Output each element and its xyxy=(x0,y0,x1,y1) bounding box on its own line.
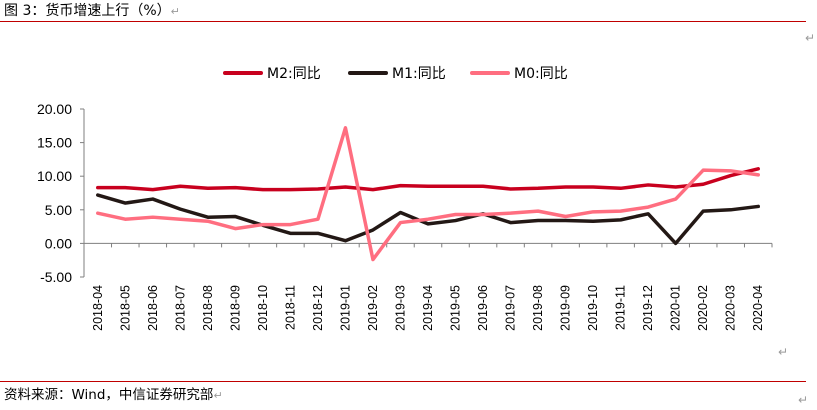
x-tick-label: 2018-12 xyxy=(311,285,325,331)
x-tick-label: 2019-12 xyxy=(641,285,655,331)
return-mark-icon: ↵ xyxy=(213,389,223,402)
y-tick-label: 0.00 xyxy=(45,235,72,251)
x-tick-label: 2018-10 xyxy=(256,285,270,331)
x-tick-label: 2020-03 xyxy=(724,285,738,331)
x-tick-label: 2019-06 xyxy=(476,285,490,331)
return-mark-icon: ↵ xyxy=(798,393,809,407)
x-tick-label: 2019-08 xyxy=(531,285,545,331)
source-note: 资料来源：Wind，中信证券研究部↵ xyxy=(4,386,223,405)
y-tick-label: 10.00 xyxy=(37,168,72,184)
x-tick-label: 2018-11 xyxy=(283,285,297,330)
footer-rule xyxy=(0,381,806,382)
return-mark-icon: ↵ xyxy=(170,5,180,18)
return-mark-icon: ↵ xyxy=(778,345,789,359)
y-tick-label: -5.00 xyxy=(40,269,72,285)
x-tick-label: 2019-04 xyxy=(421,285,435,331)
x-axis: 2018-04 2018-05 2018-06 2018-07 2018-08 2018-… xyxy=(83,242,773,331)
x-tick-label: 2019-10 xyxy=(586,285,600,331)
series-line-2 xyxy=(96,193,760,246)
x-tick-label: 2020-04 xyxy=(751,285,765,331)
y-tick-label: 20.00 xyxy=(37,101,72,117)
x-tick-label: 2018-06 xyxy=(146,285,160,331)
x-tick-label: 2020-02 xyxy=(696,285,710,331)
x-tick-label: 2020-01 xyxy=(669,285,683,331)
y-tick-label: 5.00 xyxy=(45,202,72,218)
x-tick-label: 2018-04 xyxy=(91,285,105,331)
figure-title-text: 图 3：货币增速上行（%） xyxy=(4,3,171,19)
x-tick-label: 2018-07 xyxy=(173,285,187,331)
x-tick-label: 2018-08 xyxy=(201,285,215,331)
series-line-3 xyxy=(96,126,760,262)
x-tick-label: 2019-05 xyxy=(449,285,463,331)
x-tick-label: 2018-09 xyxy=(228,285,242,331)
x-tick-label: 2019-02 xyxy=(366,285,380,331)
series-line-1 xyxy=(96,167,760,192)
y-tick-label: 15.00 xyxy=(37,135,72,151)
x-tick-label: 2019-01 xyxy=(338,285,352,331)
return-mark-icon: ↵ xyxy=(805,31,816,45)
x-tick-label: 2019-09 xyxy=(559,285,573,331)
x-tick-label: 2018-05 xyxy=(118,285,132,331)
line-chart: M2:同比 M1:同比 M0:同比 20.00 15.00 10.00 5.00 0.00 -… xyxy=(37,66,773,331)
header-rule xyxy=(0,21,806,22)
legend-label: M0:同比 xyxy=(514,66,568,82)
chart-series xyxy=(96,126,760,262)
source-text: 资料来源：Wind，中信证券研究部 xyxy=(4,387,214,403)
x-tick-label: 2019-11 xyxy=(614,285,628,330)
legend-label: M2:同比 xyxy=(267,66,321,82)
y-axis: 20.00 15.00 10.00 5.00 0.00 -5.00 xyxy=(37,101,85,285)
figure-title: 图 3：货币增速上行（%）↵ xyxy=(4,1,180,22)
chart-legend: M2:同比 M1:同比 M0:同比 xyxy=(223,66,568,82)
legend-label: M1:同比 xyxy=(392,66,446,82)
x-tick-label: 2019-07 xyxy=(504,285,518,331)
x-tick-label: 2019-03 xyxy=(393,285,407,331)
